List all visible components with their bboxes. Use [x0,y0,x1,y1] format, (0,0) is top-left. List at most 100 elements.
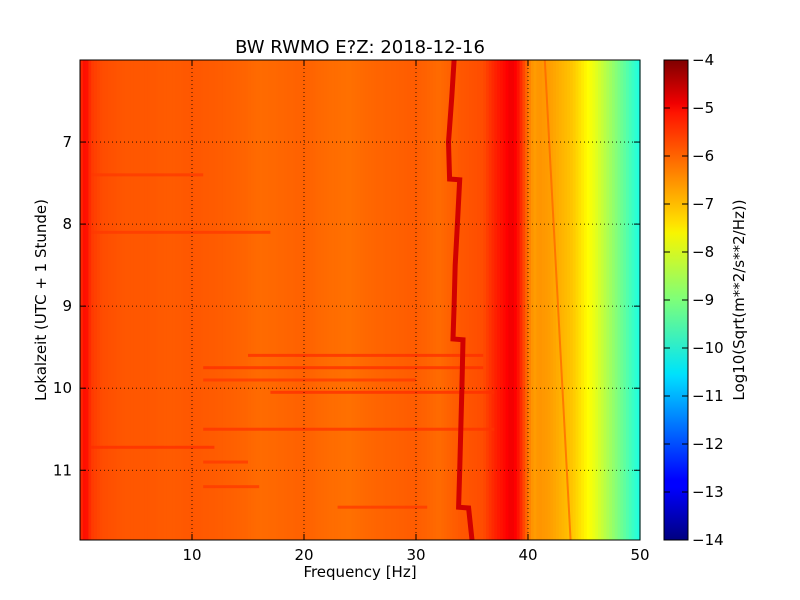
heatmap-column [385,60,389,540]
heatmap-column [138,60,143,540]
heatmap-column [634,60,638,540]
heatmap-column [617,60,621,540]
heatmap-column [631,60,635,540]
horizontal-streak [248,353,484,357]
heatmap-column [497,60,501,540]
heatmap-column [477,60,481,540]
heatmap-column [116,60,120,540]
faint-band [543,59,572,541]
heatmap-column [449,60,453,540]
heatmap-column [525,60,529,540]
heatmap-column [522,60,526,540]
heatmap-column [175,60,179,540]
heatmap-column [609,60,613,540]
heatmap-column [144,60,148,540]
horizontal-streak [203,460,248,464]
heatmap-column [472,60,476,540]
heatmap-column [598,60,602,540]
horizontal-streak [203,366,484,370]
heatmap-column [259,60,263,540]
heatmap-column [99,60,103,540]
heatmap-column [491,60,495,540]
heatmap-column [186,60,190,540]
heatmap-column [626,60,630,540]
heatmap-column [530,60,535,540]
heatmap-column [256,60,260,540]
colorbar-tick-label: −8 [692,243,714,261]
heatmap-column [388,60,392,540]
heatmap-column [337,60,341,540]
heatmap-column [584,60,588,540]
heatmap-column [519,60,523,540]
heatmap-column [550,60,554,540]
tonal-line-trace [445,59,475,541]
heatmap-column [236,60,241,540]
colorbar-tick-label: −5 [692,99,714,117]
heatmap-column [88,60,92,540]
heatmap-column [516,60,521,540]
colorbar-tick-label: −13 [692,483,724,501]
heatmap-column [340,60,344,540]
heatmap-column [172,60,176,540]
heatmap-column [298,60,302,540]
horizontal-streak [203,485,260,489]
heatmap-column [564,60,568,540]
colorbar-tick-label: −10 [692,339,724,357]
heatmap-column [407,60,411,540]
heatmap-column [606,60,610,540]
heatmap-column [301,60,305,540]
heatmap-column [547,60,551,540]
heatmap-column [214,60,218,540]
heatmap-column [323,60,327,540]
y-tick-label: 7 [62,133,72,151]
heatmap-column [110,60,115,540]
heatmap-column [544,60,549,540]
heatmap-column [245,60,249,540]
heatmap-column [360,60,364,540]
heatmap-column [368,60,372,540]
heatmap-column [200,60,204,540]
heatmap-column [542,60,546,540]
heatmap-column [595,60,599,540]
heatmap-column [558,60,563,540]
heatmap-column [362,60,367,540]
heatmap-column [315,60,319,540]
heatmap-column [455,60,459,540]
heatmap-column [620,60,624,540]
colorbar-tick-label: −4 [692,51,714,69]
heatmap-column [500,60,504,540]
heatmap-column [396,60,400,540]
heatmap-column [133,60,137,540]
heatmap-column [119,60,123,540]
horizontal-streak [91,445,215,449]
heatmap-column [96,60,101,540]
heatmap-column [348,60,353,540]
heatmap-column [155,60,159,540]
heatmap-column [194,60,199,540]
heatmap-column [528,60,532,540]
heatmap-column [206,60,210,540]
y-tick-label: 11 [53,461,72,479]
heatmap-column [295,60,299,540]
heatmap-column [480,60,484,540]
heatmap-column [150,60,154,540]
heatmap-column [430,60,434,540]
heatmap-column [304,60,308,540]
heatmap-column [628,60,633,540]
heatmap-column [203,60,207,540]
heatmap-column [124,60,129,540]
heatmap-column [130,60,134,540]
heatmap-column [567,60,571,540]
heatmap-column [441,60,445,540]
x-axis: 10 20 30 40 50 [182,60,650,564]
heatmap-column [458,60,462,540]
tonal-line [445,59,475,541]
heatmap-column [222,60,227,540]
heatmap-column [399,60,403,540]
heatmap-column [578,60,582,540]
heatmap-column [306,60,311,540]
heatmap-column [334,60,339,540]
heatmap-column [354,60,358,540]
horizontal-streak [203,427,495,431]
heatmap-column [427,60,431,540]
